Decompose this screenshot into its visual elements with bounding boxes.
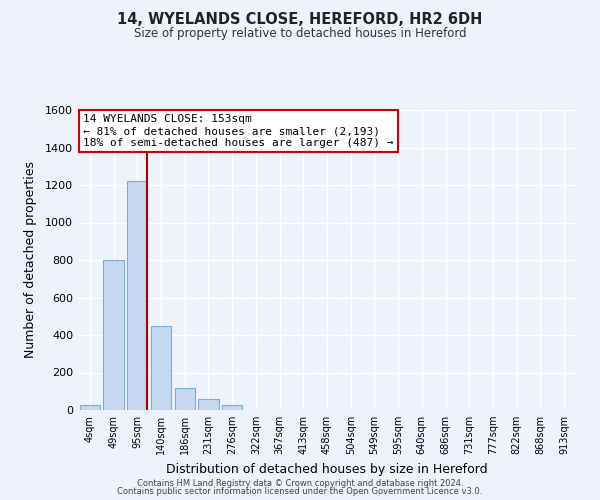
Bar	[127, 181, 148, 410]
Bar	[199, 399, 218, 410]
Text: Contains public sector information licensed under the Open Government Licence v3: Contains public sector information licen…	[118, 487, 482, 496]
Text: Contains HM Land Registry data © Crown copyright and database right 2024.: Contains HM Land Registry data © Crown c…	[137, 478, 463, 488]
Text: Size of property relative to detached houses in Hereford: Size of property relative to detached ho…	[134, 28, 466, 40]
Bar	[151, 326, 171, 410]
Text: 14 WYELANDS CLOSE: 153sqm
← 81% of detached houses are smaller (2,193)
18% of se: 14 WYELANDS CLOSE: 153sqm ← 81% of detac…	[83, 114, 394, 148]
Bar	[175, 388, 195, 410]
Bar	[222, 406, 242, 410]
Bar	[103, 260, 124, 410]
Y-axis label: Number of detached properties: Number of detached properties	[23, 162, 37, 358]
Bar	[80, 406, 100, 410]
Text: 14, WYELANDS CLOSE, HEREFORD, HR2 6DH: 14, WYELANDS CLOSE, HEREFORD, HR2 6DH	[118, 12, 482, 28]
X-axis label: Distribution of detached houses by size in Hereford: Distribution of detached houses by size …	[166, 462, 488, 475]
